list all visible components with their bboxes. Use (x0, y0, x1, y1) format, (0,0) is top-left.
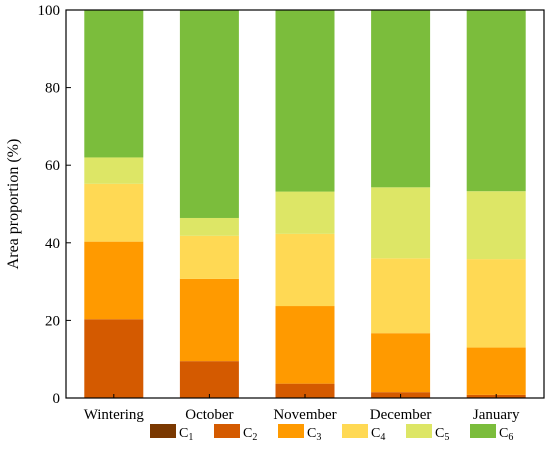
bar-c3-october (179, 278, 239, 362)
legend-label-c6: C6 (499, 426, 513, 443)
bar-c6-november (275, 10, 335, 192)
bar-c5-january (466, 191, 526, 260)
y-tick-label: 80 (45, 81, 60, 97)
bar-c5-november (275, 191, 335, 234)
bar-c6-wintering (84, 10, 144, 158)
bars-layer (84, 10, 526, 398)
x-tick-label: November (273, 407, 336, 423)
legend-label-c1: C1 (179, 426, 193, 443)
y-tick-label: 100 (38, 3, 61, 19)
legend-label-c5: C5 (435, 426, 449, 443)
y-axis-label: Area proportion (%) (5, 139, 22, 270)
bar-c6-october (179, 10, 239, 218)
x-tick-label: January (473, 407, 520, 423)
bar-c3-january (466, 347, 526, 395)
bar-c5-wintering (84, 157, 144, 184)
bar-c5-october (179, 217, 239, 236)
legend: C1 C2 C3 C4 C5 C6 (150, 424, 513, 443)
x-axis: Wintering October November December January (84, 394, 520, 423)
legend-swatch-c2 (214, 424, 240, 438)
bar-c3-wintering (84, 241, 144, 320)
y-tick-label: 60 (45, 158, 60, 174)
bar-c6-december (371, 10, 431, 188)
bar-c4-november (275, 233, 335, 307)
bar-c2-wintering (84, 319, 144, 398)
legend-label-c4: C4 (371, 426, 385, 443)
legend-swatch-c4 (342, 424, 368, 438)
bar-c4-october (179, 235, 239, 279)
bar-c4-december (371, 258, 431, 334)
bar-c5-december (371, 187, 431, 259)
y-tick-label: 40 (45, 236, 60, 252)
bar-c4-january (466, 259, 526, 348)
legend-label-c2: C2 (243, 426, 257, 443)
y-axis: 0 20 40 60 80 100 (38, 3, 71, 407)
legend-swatch-c5 (406, 424, 432, 438)
bar-c2-november (275, 383, 335, 398)
y-tick-label: 0 (53, 391, 61, 407)
x-tick-label: October (185, 407, 233, 423)
bar-c3-december (371, 333, 431, 393)
y-tick-label: 20 (45, 313, 60, 329)
legend-swatch-c3 (278, 424, 304, 438)
x-tick-label: Wintering (84, 407, 145, 423)
bar-c3-november (275, 306, 335, 384)
bar-c6-january (466, 10, 526, 192)
legend-swatch-c6 (470, 424, 496, 438)
bar-c2-october (179, 361, 239, 398)
bar-c4-wintering (84, 183, 144, 242)
x-tick-label: December (370, 407, 432, 423)
legend-swatch-c1 (150, 424, 176, 438)
legend-label-c3: C3 (307, 426, 321, 443)
